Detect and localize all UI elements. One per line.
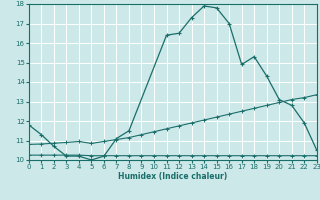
X-axis label: Humidex (Indice chaleur): Humidex (Indice chaleur) <box>118 172 228 181</box>
